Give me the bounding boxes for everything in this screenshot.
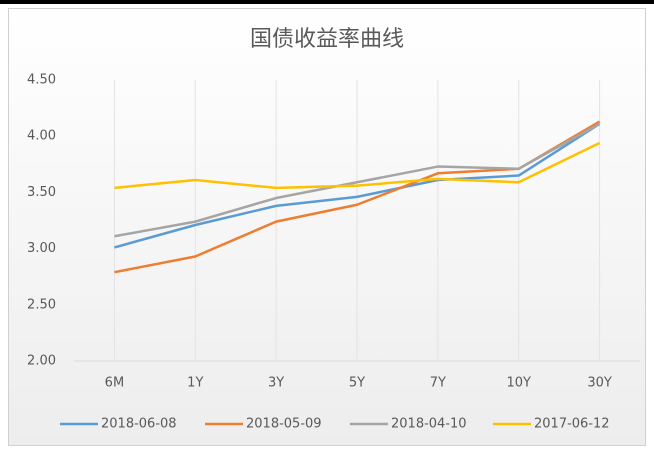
legend-label: 2018-06-08 [101,417,177,432]
y-tick-label: 4.50 [27,73,56,88]
x-tick-label: 3Y [268,376,284,391]
series-line [114,141,601,190]
x-tick-label: 10Y [506,376,531,391]
y-tick-label: 4.00 [27,129,56,144]
top-border [0,0,654,4]
x-tick-label: 6M [105,376,125,391]
legend-label: 2018-04-10 [391,417,467,432]
series-line [114,122,601,249]
y-tick-label: 2.50 [27,297,56,312]
legend-label: 2017-06-12 [534,417,610,432]
x-tick-label: 1Y [187,376,203,391]
x-tick-label: 5Y [349,376,365,391]
y-tick-label: 2.00 [27,354,56,369]
x-tick-label: 30Y [587,376,612,391]
legend-label: 2018-05-09 [246,417,322,432]
y-tick-label: 3.00 [27,241,56,256]
x-tick-label: 7Y [430,376,446,391]
series-line [114,122,601,238]
chart-title: 国债收益率曲线 [250,27,404,52]
y-tick-label: 3.50 [27,185,56,200]
